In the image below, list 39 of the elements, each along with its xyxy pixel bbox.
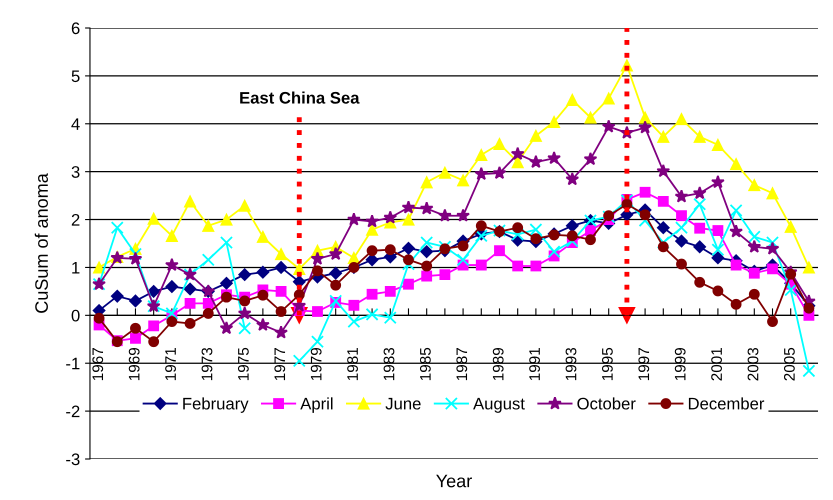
x-tick-label: 1993 — [566, 348, 576, 380]
x-tick-label: 1995 — [602, 348, 613, 380]
y-tick-label: -3 — [66, 453, 80, 466]
x-tick-label: 1981 — [347, 348, 358, 380]
x-tick-label: 1971 — [165, 348, 176, 380]
legend-label: October — [577, 397, 636, 410]
y-tick-label: 2 — [72, 214, 80, 226]
x-tick-label: 1967 — [92, 348, 104, 380]
x-tick-label: 2005 — [784, 348, 795, 380]
y-tick-label: 0 — [72, 310, 80, 322]
y-tick-label: -1 — [66, 358, 80, 370]
legend-label: December — [688, 397, 764, 410]
ref-line-label: East China Sea — [240, 91, 360, 104]
x-tick-label: 2001 — [711, 348, 722, 380]
x-tick-label: 1997 — [638, 348, 650, 380]
y-tick-label: 5 — [72, 70, 80, 82]
y-axis-title: CuSum of anoma — [34, 173, 48, 313]
legend-label: June — [386, 398, 421, 410]
legend-label: April — [300, 397, 332, 413]
y-tick-label: 4 — [71, 118, 80, 130]
x-tick-label: 1979 — [310, 348, 322, 380]
x-tick-label: 2003 — [748, 348, 758, 380]
x-tick-label: 1973 — [202, 348, 212, 380]
y-tick-label: 3 — [72, 166, 80, 178]
y-tick-label: 1 — [72, 262, 80, 274]
x-tick-label: 1975 — [238, 348, 249, 380]
x-tick-label: 1989 — [492, 348, 504, 380]
x-tick-label: 1969 — [128, 348, 140, 380]
x-tick-label: 1983 — [384, 348, 394, 380]
legend-label: August — [473, 398, 525, 413]
y-tick-label: -2 — [66, 406, 80, 418]
x-tick-label: 1977 — [274, 348, 286, 380]
legend-label: February — [183, 397, 249, 413]
y-tick-label: 6 — [72, 22, 80, 34]
x-tick-label: 1991 — [529, 348, 540, 380]
x-axis-title: Year — [436, 474, 472, 488]
x-tick-label: 1999 — [674, 348, 686, 380]
x-tick-label: 1987 — [456, 348, 468, 380]
x-tick-label: 1985 — [420, 348, 431, 380]
